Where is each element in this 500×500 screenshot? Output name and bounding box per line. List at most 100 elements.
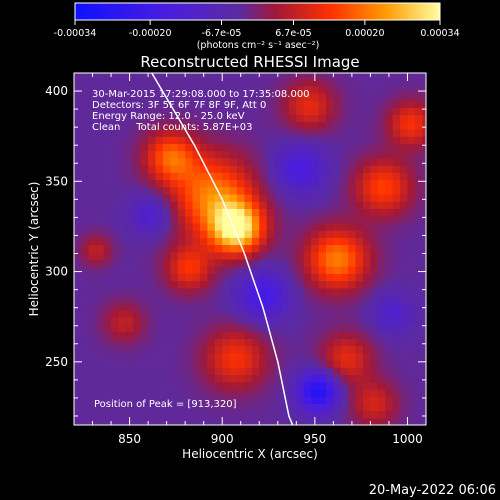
heatmap-cell xyxy=(296,374,305,383)
heatmap-cell xyxy=(207,417,216,425)
heatmap-cell xyxy=(303,107,312,116)
heatmap-cell xyxy=(74,345,83,354)
heatmap-cell xyxy=(355,222,364,231)
heatmap-cell xyxy=(96,331,105,339)
heatmap-cell xyxy=(370,403,379,412)
heatmap-cell xyxy=(318,128,327,137)
heatmap-cell xyxy=(340,157,349,166)
heatmap-cell xyxy=(237,92,246,101)
heatmap-cell xyxy=(392,165,401,173)
heatmap-cell xyxy=(155,273,164,282)
heatmap-cell xyxy=(333,215,342,224)
heatmap-cell xyxy=(251,302,260,311)
heatmap-cell xyxy=(207,92,216,101)
heatmap-cell xyxy=(274,309,283,318)
heatmap-cell xyxy=(303,230,312,238)
heatmap-cell xyxy=(422,280,426,289)
heatmap-cell xyxy=(407,360,416,368)
heatmap-cell xyxy=(81,295,90,303)
heatmap-cell xyxy=(400,258,409,267)
heatmap-cell xyxy=(162,222,171,231)
heatmap-cell xyxy=(88,179,97,188)
heatmap-cell xyxy=(81,396,90,404)
heatmap-cell xyxy=(185,295,194,303)
heatmap-cell xyxy=(140,107,149,116)
heatmap-cell xyxy=(377,352,386,361)
heatmap-cell xyxy=(133,208,142,217)
heatmap-cell xyxy=(140,295,149,303)
heatmap-cell xyxy=(385,345,394,354)
heatmap-cell xyxy=(192,73,201,80)
heatmap-cell xyxy=(74,410,83,419)
heatmap-cell xyxy=(185,172,194,181)
heatmap-cell xyxy=(118,345,127,354)
heatmap-cell xyxy=(88,237,97,246)
heatmap-cell xyxy=(111,367,120,376)
heatmap-cell xyxy=(162,266,171,274)
heatmap-cell xyxy=(259,280,268,289)
heatmap-cell xyxy=(385,179,394,188)
heatmap-cell xyxy=(355,157,364,166)
heatmap-cell xyxy=(340,222,349,231)
heatmap-cell xyxy=(392,287,401,296)
heatmap-cell xyxy=(118,374,127,383)
heatmap-cell xyxy=(355,193,364,202)
heatmap-cell xyxy=(199,258,208,267)
heatmap-cell xyxy=(118,295,127,303)
heatmap-cell xyxy=(177,114,186,123)
heatmap-cell xyxy=(74,179,83,188)
heatmap-cell xyxy=(162,403,171,412)
heatmap-cell xyxy=(162,186,171,195)
heatmap-cell xyxy=(118,273,127,282)
heatmap-cell xyxy=(340,107,349,116)
heatmap-cell xyxy=(192,258,201,267)
heatmap-cell xyxy=(363,295,372,303)
heatmap-cell xyxy=(111,193,120,202)
heatmap-cell xyxy=(214,352,223,361)
heatmap-cell xyxy=(185,352,194,361)
heatmap-cell xyxy=(111,100,120,108)
heatmap-cell xyxy=(74,258,83,267)
heatmap-cell xyxy=(251,410,260,419)
heatmap-cell xyxy=(281,92,290,101)
heatmap-cell xyxy=(422,222,426,231)
heatmap-cell xyxy=(192,172,201,181)
heatmap-cell xyxy=(244,266,253,274)
heatmap-cell xyxy=(155,165,164,173)
heatmap-cell xyxy=(88,323,97,332)
heatmap-cell xyxy=(274,374,283,383)
heatmap-cell xyxy=(414,374,423,383)
heatmap-cell xyxy=(88,345,97,354)
heatmap-cell xyxy=(96,73,105,80)
heatmap-cell xyxy=(88,157,97,166)
heatmap-cell xyxy=(162,331,171,339)
heatmap-cell xyxy=(170,215,179,224)
heatmap-cell xyxy=(244,201,253,209)
heatmap-cell xyxy=(392,237,401,246)
heatmap-cell xyxy=(281,172,290,181)
heatmap-cell xyxy=(355,165,364,173)
heatmap-cell xyxy=(140,352,149,361)
heatmap-cell xyxy=(111,338,120,347)
heatmap-cell xyxy=(422,193,426,202)
heatmap-cell xyxy=(355,128,364,137)
heatmap-cell xyxy=(333,258,342,267)
heatmap-cell xyxy=(370,215,379,224)
heatmap-cell xyxy=(96,251,105,260)
heatmap-cell xyxy=(333,230,342,238)
heatmap-cell xyxy=(288,410,297,419)
heatmap-cell xyxy=(192,121,201,130)
heatmap-cell xyxy=(392,258,401,267)
heatmap-cell xyxy=(288,417,297,425)
heatmap-cell xyxy=(266,302,275,311)
heatmap-cell xyxy=(414,266,423,274)
heatmap-cell xyxy=(370,85,379,94)
heatmap-cell xyxy=(333,114,342,123)
heatmap-cell xyxy=(96,396,105,404)
heatmap-cell xyxy=(385,136,394,144)
heatmap-cell xyxy=(118,121,127,130)
heatmap-cell xyxy=(199,381,208,390)
heatmap-cell xyxy=(370,381,379,390)
heatmap-cell xyxy=(333,352,342,361)
heatmap-cell xyxy=(229,201,238,209)
